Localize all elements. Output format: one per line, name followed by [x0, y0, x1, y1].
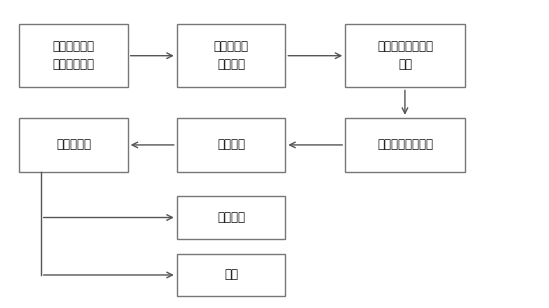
- Bar: [177, 24, 285, 87]
- Text: 冷榨机冷榨: 冷榨机冷榨: [56, 138, 91, 152]
- Bar: [345, 24, 464, 87]
- Text: 第一阶段菌株培养
产酶: 第一阶段菌株培养 产酶: [377, 40, 433, 71]
- Text: 真空干燥: 真空干燥: [217, 138, 245, 152]
- Bar: [177, 196, 285, 239]
- Text: 第二阶段发酵酶解: 第二阶段发酵酶解: [377, 138, 433, 152]
- Bar: [19, 24, 128, 87]
- Text: 灭菌后调整
水分含量: 灭菌后调整 水分含量: [214, 40, 249, 71]
- Text: 油料作物脱皮
清理粉碎浸泡: 油料作物脱皮 清理粉碎浸泡: [52, 40, 94, 71]
- Text: 油脂: 油脂: [224, 269, 238, 282]
- Bar: [177, 118, 285, 172]
- Bar: [345, 118, 464, 172]
- Text: 压榨豆粕: 压榨豆粕: [217, 211, 245, 224]
- Bar: [19, 118, 128, 172]
- Bar: [177, 254, 285, 296]
